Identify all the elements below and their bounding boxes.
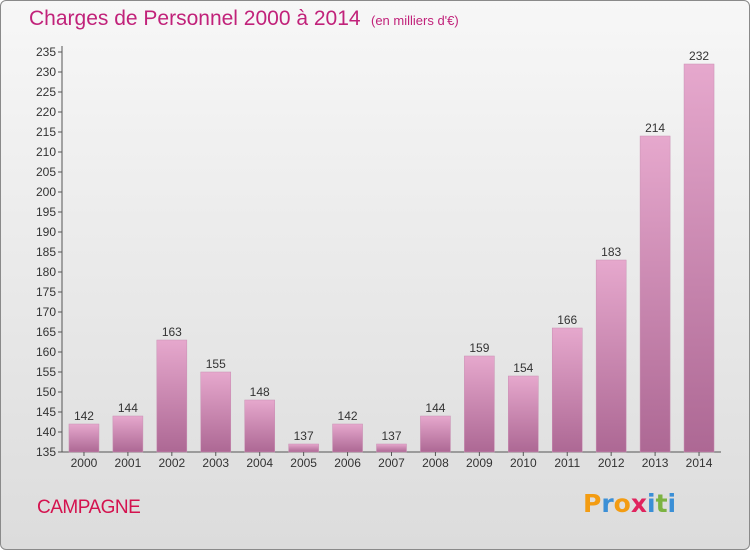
bar [200,371,232,453]
logo-letter: t [655,489,668,518]
y-tick-label: 165 [36,325,56,339]
data-label: 144 [425,401,445,415]
logo-letter: i [667,489,677,518]
x-tick-label: 2008 [422,456,449,470]
y-tick-label: 175 [36,285,56,299]
y-tick-label: 190 [36,225,56,239]
y-tick-label: 205 [36,165,56,179]
x-tick-label: 2009 [466,456,493,470]
proxiti-logo[interactable]: Proxiti [583,489,676,518]
x-tick-label: 2007 [378,456,405,470]
bar [288,443,319,453]
y-tick-label: 135 [36,445,56,459]
logo-letter: o [613,489,631,518]
bar [639,135,671,453]
place-name: CAMPAGNE [37,497,141,518]
data-label: 183 [601,245,621,259]
x-tick-label: 2005 [290,456,317,470]
y-tick-label: 215 [36,125,56,139]
x-tick-label: 2013 [642,456,669,470]
y-tick-label: 155 [36,365,56,379]
data-label: 232 [689,49,709,63]
bar [112,415,144,453]
data-label: 166 [557,313,577,327]
x-tick-label: 2010 [510,456,537,470]
y-tick-label: 185 [36,245,56,259]
y-tick-label: 210 [36,145,56,159]
x-tick-label: 2011 [554,456,580,470]
x-tick-label: 2002 [158,456,185,470]
y-tick-label: 170 [36,305,56,319]
y-tick-label: 180 [36,265,56,279]
bar [595,259,627,453]
bar [244,399,275,453]
data-label: 137 [381,429,401,443]
data-label: 144 [118,401,138,415]
x-tick-label: 2001 [115,456,142,470]
bar [464,355,495,453]
data-label: 214 [645,121,665,135]
data-label: 137 [294,429,314,443]
y-tick-label: 140 [36,425,56,439]
data-label: 142 [338,409,358,423]
data-label: 148 [250,385,270,399]
x-tick-label: 2006 [334,456,361,470]
y-tick-label: 230 [36,65,56,79]
bar [551,327,583,453]
chart-unit: (en milliers d'€) [371,13,459,28]
x-tick-label: 2000 [71,456,98,470]
data-label: 163 [162,325,182,339]
data-label: 142 [74,409,94,423]
y-tick-label: 160 [36,345,56,359]
y-tick-label: 225 [36,85,56,99]
x-tick-label: 2003 [202,456,229,470]
data-label: 155 [206,357,226,371]
x-tick-label: 2014 [686,456,713,470]
logo-letter: x [630,489,647,518]
data-label: 159 [469,341,489,355]
logo-letter: i [647,489,656,518]
bar [68,423,100,453]
y-tick-label: 200 [36,185,56,199]
y-tick-label: 145 [36,405,56,419]
bar [508,375,539,453]
chart-title: Charges de Personnel 2000 à 2014 [29,7,361,30]
x-tick-label: 2004 [246,456,273,470]
y-tick-label: 150 [36,385,56,399]
x-tick-label: 2012 [598,456,625,470]
logo-letter: r [601,489,614,518]
bar [420,415,451,453]
y-tick-label: 235 [36,45,56,59]
y-tick-label: 195 [36,205,56,219]
bar [683,63,715,453]
y-tick-label: 220 [36,105,56,119]
bar [156,339,188,453]
bar [332,423,363,453]
data-label: 154 [513,361,533,375]
logo-letter: P [583,489,602,518]
bar [376,443,407,453]
